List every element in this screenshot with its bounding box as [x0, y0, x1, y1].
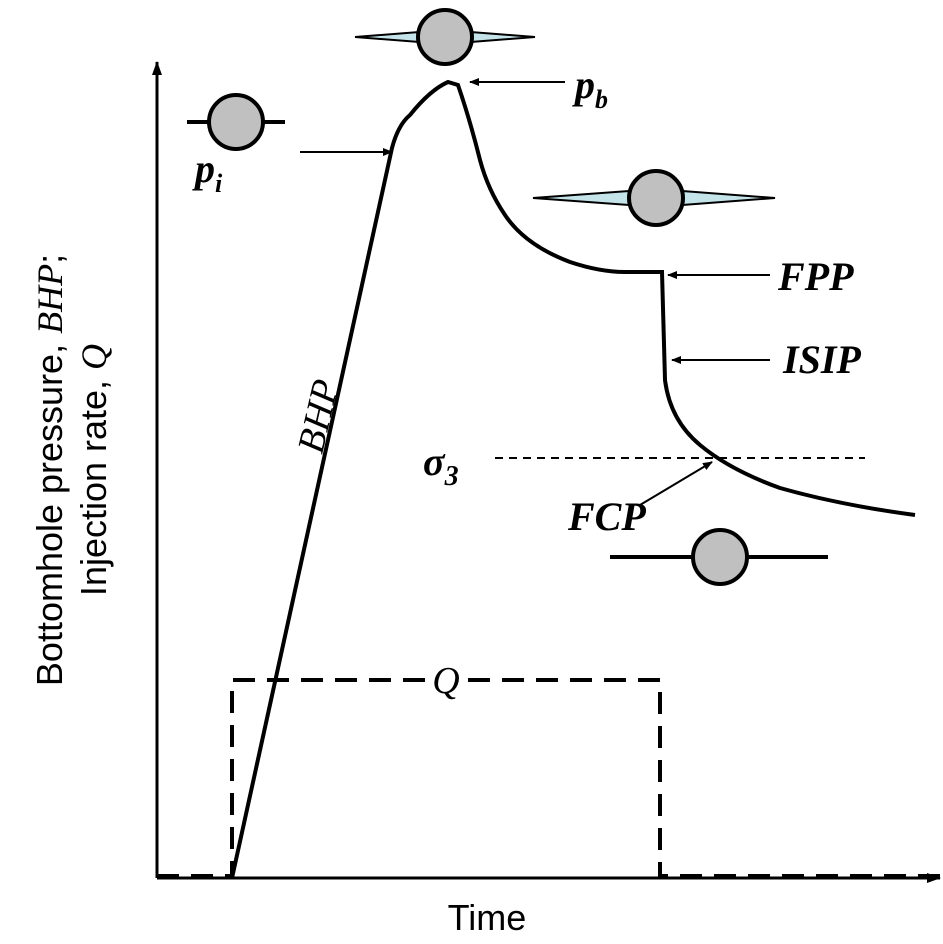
- well-propagation: [532, 169, 776, 227]
- well-closed: [610, 528, 828, 586]
- injection-rate-curve: [157, 678, 943, 878]
- label-pi: pi: [192, 146, 223, 198]
- label-bhp: BHP: [290, 376, 348, 457]
- label-isip: ISIP: [782, 337, 861, 382]
- y-axis-label: Bottomhole pressure, BHP; Injection rate…: [29, 254, 114, 686]
- well-breakdown: [354, 8, 536, 66]
- arrow: [639, 461, 713, 506]
- label-fpp: FPP: [777, 254, 854, 299]
- x-axis-label: Time: [448, 897, 527, 938]
- label-sigma3: σ3: [423, 439, 459, 492]
- bhp-curve: [230, 79, 916, 879]
- y-axis-label-line1: Bottomhole pressure, BHP;: [29, 254, 70, 686]
- label-fcp: FCP: [567, 494, 646, 539]
- label-pb: pb: [572, 62, 608, 114]
- y-axis-label-line2: Injection rate, Q: [73, 344, 114, 596]
- well-initial: [187, 93, 285, 151]
- label-q: Q: [432, 660, 459, 702]
